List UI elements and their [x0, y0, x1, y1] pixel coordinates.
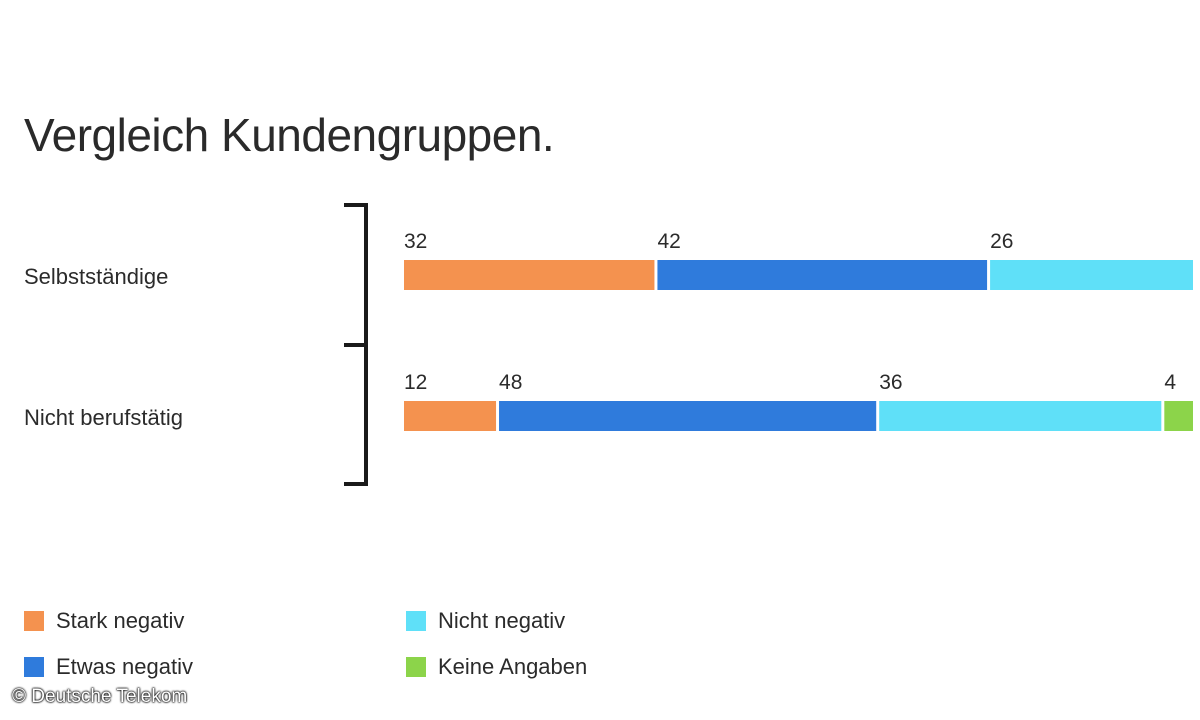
value-label-0-0: 32 [404, 230, 427, 253]
value-label-1-2: 36 [879, 371, 902, 394]
category-label-0: Selbstständige [24, 264, 168, 289]
value-label-0-2: 26 [990, 230, 1013, 253]
category-bracket [344, 203, 368, 486]
bar-0-2 [990, 260, 1193, 290]
bar-1-2 [879, 401, 1162, 431]
bar-0-1 [657, 260, 988, 290]
copyright: © Deutsche Telekom [12, 686, 188, 707]
category-label-1: Nicht berufstätig [24, 405, 183, 430]
bar-1-0 [404, 401, 497, 431]
bar-1-3 [1164, 401, 1193, 431]
bar-1-1 [499, 401, 877, 431]
value-label-0-1: 42 [657, 230, 680, 253]
bar-0-0 [404, 260, 655, 290]
value-label-1-0: 12 [404, 371, 427, 394]
bracket-top [344, 203, 368, 347]
chart-title: Vergleich Kundengruppen. [24, 109, 555, 161]
value-label-1-3: 4 [1164, 371, 1176, 394]
bracket-bottom [344, 345, 368, 486]
value-label-1-1: 48 [499, 371, 522, 394]
